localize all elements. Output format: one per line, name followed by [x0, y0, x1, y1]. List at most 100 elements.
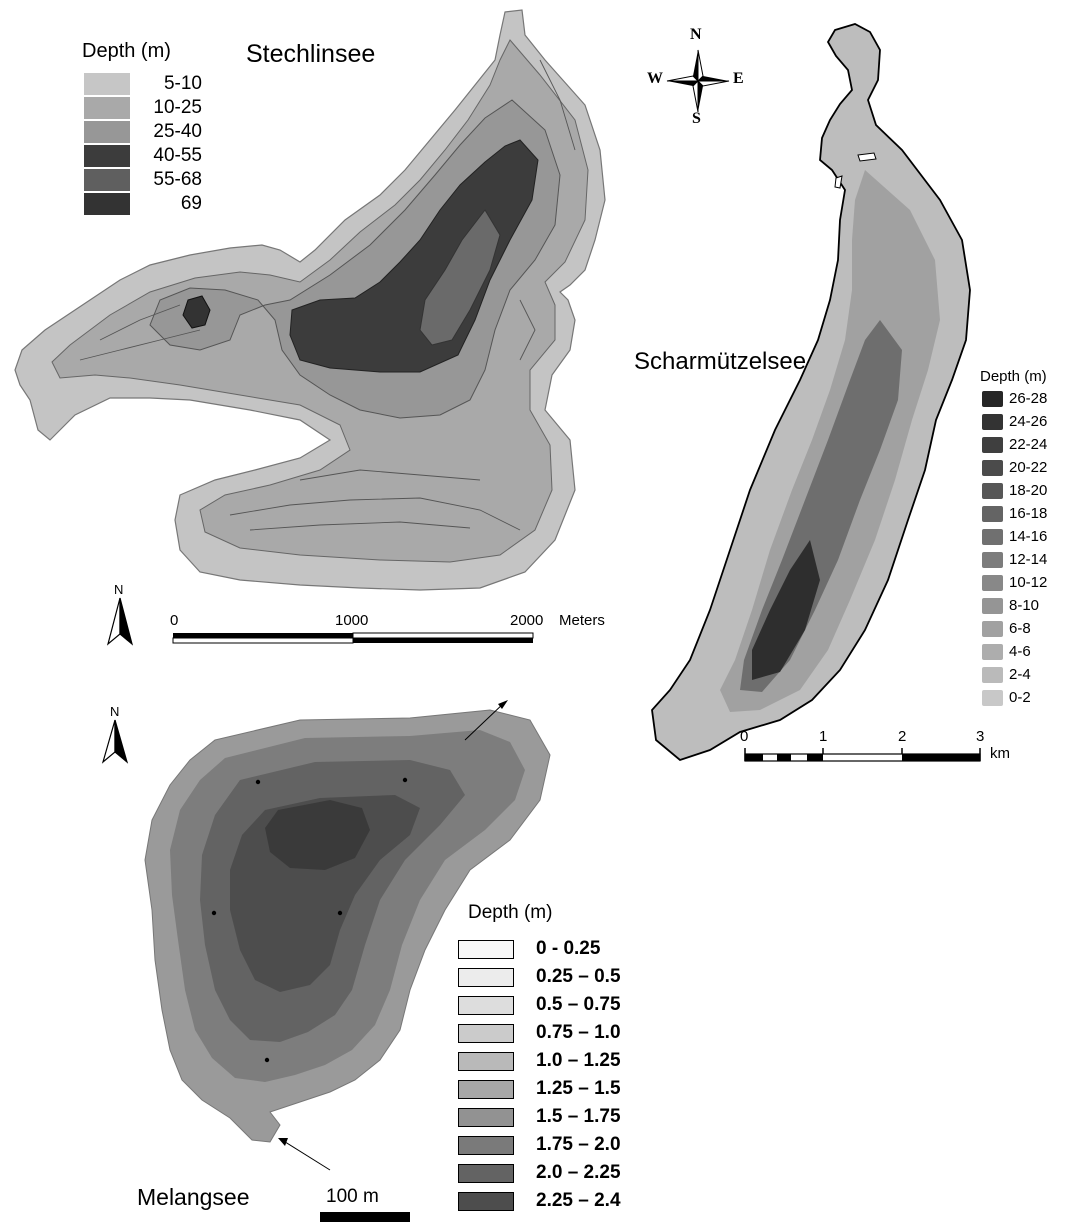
stechlinsee-deep-west: [182, 295, 211, 329]
stechlinsee-legend-item: 25-40: [84, 121, 202, 143]
scharmutzelsee-island: [857, 152, 877, 162]
legend-label: 6-8: [1009, 620, 1031, 637]
legend-label: 25-40: [153, 121, 202, 142]
compass-s-label: S: [692, 110, 701, 127]
legend-label: 2.25 – 2.4: [536, 1190, 621, 1211]
legend-label: 55-68: [153, 169, 202, 190]
melangsee-legend-title: Depth (m): [468, 902, 553, 923]
legend-label: 20-22: [1009, 459, 1048, 476]
melangsee-zone-deepest: [265, 800, 370, 870]
legend-swatch: [458, 939, 514, 959]
north-arrow-icon: [106, 597, 134, 646]
legend-swatch: [458, 995, 514, 1015]
legend-swatch: [458, 1107, 514, 1127]
melangsee-title: Melangsee: [137, 1184, 250, 1210]
legend-swatch: [982, 574, 1003, 591]
stechlinsee-zone-55-68: [419, 209, 501, 346]
scharmutzelsee-legend-item: 6-8: [982, 620, 1031, 637]
melangsee-legend-item: 2.25 – 2.4: [458, 1190, 621, 1212]
stechlinsee-contour-lines: [79, 59, 576, 531]
legend-swatch: [84, 73, 130, 95]
scharmutzelsee-legend-item: 18-20: [982, 482, 1047, 499]
scharmutzelsee-scale-bar: [744, 748, 981, 762]
legend-label: 1.0 – 1.25: [536, 1050, 621, 1071]
legend-label: 69: [180, 193, 202, 214]
stechlinsee-legend-item: 40-55: [84, 145, 202, 167]
legend-label: 0 - 0.25: [536, 938, 601, 959]
stechlinsee-legend-item: 10-25: [84, 97, 202, 119]
scharmutzelsee-scale-label: 0: [740, 728, 749, 745]
legend-swatch: [458, 1023, 514, 1043]
legend-swatch: [458, 1191, 514, 1211]
compass-w-label: W: [647, 70, 663, 87]
melangsee-scale-label: 100 m: [326, 1186, 379, 1207]
legend-label: 4-6: [1009, 643, 1031, 660]
legend-label: 40-55: [153, 145, 202, 166]
scharmutzelsee-legend-item: 0-2: [982, 689, 1031, 706]
compass-n-label: N: [690, 26, 702, 43]
legend-swatch: [84, 169, 130, 191]
scharmutzelsee-legend-item: 2-4: [982, 666, 1031, 683]
stechlinsee-legend-item: 55-68: [84, 169, 202, 191]
scharmutzelsee-island: [834, 175, 843, 189]
legend-swatch: [982, 528, 1003, 545]
legend-label: 24-26: [1009, 413, 1048, 430]
legend-swatch: [982, 459, 1003, 476]
melangsee-legend-item: 1.75 – 2.0: [458, 1134, 621, 1156]
compass-e-label: E: [733, 70, 744, 87]
stechlinsee-legend-item: 5-10: [84, 73, 202, 95]
legend-swatch: [982, 666, 1003, 683]
stechlinsee-scale-bar: [172, 632, 534, 644]
legend-label: 14-16: [1009, 528, 1048, 545]
melangsee-legend: Depth (m) 0 - 0.25 0.25 – 0.5 0.5 – 0.75…: [456, 902, 686, 1222]
sampling-point: [264, 1057, 270, 1063]
scharmutzelsee-legend-item: 26-28: [982, 390, 1047, 407]
legend-label: 5-10: [163, 73, 202, 94]
stechlinsee-map: [14, 9, 606, 591]
legend-swatch: [458, 1163, 514, 1183]
legend-label: 2-4: [1009, 666, 1031, 683]
scharmutzelsee-legend-item: 16-18: [982, 505, 1047, 522]
legend-label: 1.25 – 1.5: [536, 1078, 621, 1099]
melangsee-legend-item: 1.5 – 1.75: [458, 1106, 621, 1128]
compass-rose-icon: [666, 49, 730, 113]
legend-label: 10-25: [153, 97, 202, 118]
melangsee-legend-item: 0.5 – 0.75: [458, 994, 621, 1016]
legend-label: 18-20: [1009, 482, 1048, 499]
melangsee-north-label: N: [110, 704, 120, 719]
legend-label: 26-28: [1009, 390, 1048, 407]
scharmutzelsee-legend-item: 4-6: [982, 643, 1031, 660]
legend-label: 0.25 – 0.5: [536, 966, 621, 987]
scharmutzelsee-legend-item: 8-10: [982, 597, 1039, 614]
scharmutzelsee-legend-item: 14-16: [982, 528, 1047, 545]
scharmutzelsee-scale-label: 2: [898, 728, 907, 745]
legend-label: 8-10: [1009, 597, 1040, 614]
legend-label: 10-12: [1009, 574, 1048, 591]
legend-swatch: [982, 413, 1003, 430]
melangsee-flow-arrows: [281, 701, 506, 1171]
melangsee-legend-item: 0.25 – 0.5: [458, 966, 621, 988]
sampling-point: [255, 779, 261, 785]
scharmutzelsee-scale-label: 3: [976, 728, 985, 745]
scharmutzelsee-legend-item: 24-26: [982, 413, 1047, 430]
legend-swatch: [458, 1135, 514, 1155]
legend-label: 22-24: [1009, 436, 1048, 453]
melangsee-legend-item: 0.75 – 1.0: [458, 1022, 621, 1044]
legend-swatch: [458, 967, 514, 987]
scharmutzelsee-legend-item: 10-12: [982, 574, 1047, 591]
scharmutzelsee-legend-item: 12-14: [982, 551, 1047, 568]
scharmutzelsee-title: Scharmützelsee: [634, 348, 807, 375]
stechlinsee-legend-title: Depth (m): [82, 40, 171, 62]
melangsee-legend-item: 2.0 – 2.25: [458, 1162, 621, 1184]
legend-swatch: [982, 436, 1003, 453]
legend-swatch: [982, 643, 1003, 660]
legend-swatch: [982, 597, 1003, 614]
legend-label: 12-14: [1009, 551, 1048, 568]
legend-swatch: [982, 505, 1003, 522]
stechlinsee-north-label: N: [114, 582, 124, 597]
legend-label: 1.5 – 1.75: [536, 1106, 621, 1127]
scharmutzelsee-map: [651, 23, 971, 762]
legend-swatch: [84, 97, 130, 119]
sampling-point: [211, 910, 217, 916]
legend-swatch: [84, 193, 130, 215]
